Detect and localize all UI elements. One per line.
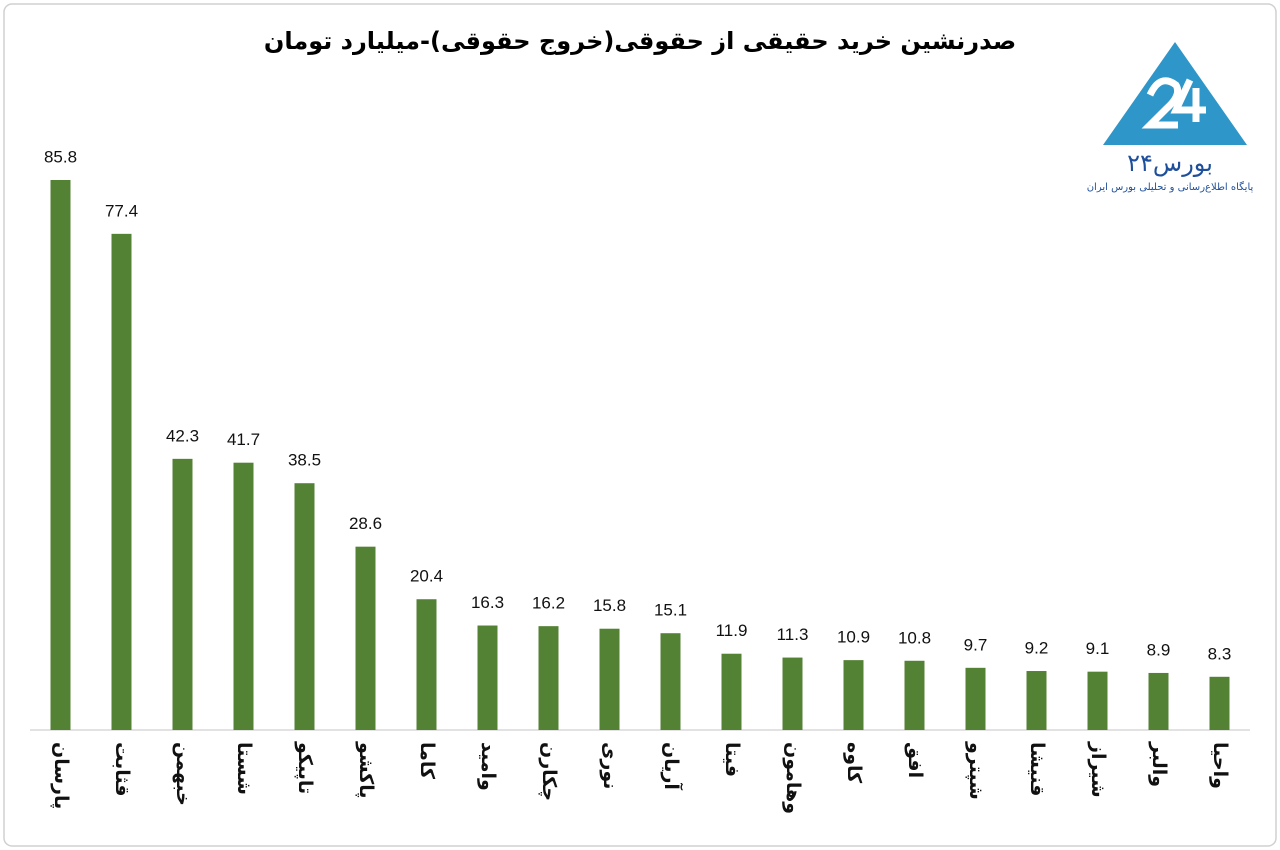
bar bbox=[904, 660, 925, 730]
bar bbox=[843, 660, 864, 730]
bar bbox=[1148, 672, 1169, 730]
value-label: 42.3 bbox=[166, 426, 199, 445]
value-label: 8.9 bbox=[1147, 640, 1171, 659]
x-tick-label: شستا bbox=[233, 742, 255, 795]
logo-name: بورس۲۴ bbox=[1127, 149, 1213, 177]
x-tick-label: نوری bbox=[599, 742, 621, 789]
x-tick-label: شیراز bbox=[1087, 741, 1109, 798]
value-label: 10.8 bbox=[898, 628, 931, 647]
value-label: 11.3 bbox=[777, 625, 809, 644]
value-label: 9.2 bbox=[1025, 639, 1049, 658]
value-label: 16.3 bbox=[471, 593, 504, 612]
bar bbox=[416, 599, 437, 730]
logo-tagline: پایگاه اطلاع‌رسانی و تحلیلی بورس ایران bbox=[1087, 181, 1254, 193]
x-tick-label: فیتا bbox=[721, 742, 743, 777]
bar bbox=[660, 633, 681, 730]
value-label: 10.9 bbox=[837, 628, 870, 647]
x-tick-label: پاکشو bbox=[355, 741, 377, 799]
x-tick-label: قثابت bbox=[111, 742, 133, 797]
bar bbox=[1026, 671, 1047, 730]
x-tick-label: پارسان bbox=[50, 742, 72, 809]
chart-frame bbox=[3, 3, 1277, 847]
x-tick-label: والبر bbox=[1148, 741, 1170, 787]
value-label: 38.5 bbox=[288, 451, 321, 470]
value-label: 77.4 bbox=[105, 201, 138, 220]
bar bbox=[111, 233, 132, 730]
bar bbox=[965, 667, 986, 730]
x-tick-label: شپترو bbox=[965, 741, 987, 800]
bar bbox=[721, 653, 742, 730]
x-tick-label: قنیشا bbox=[1026, 742, 1048, 796]
x-tick-label: کاوه bbox=[843, 742, 865, 784]
x-tick-label: آریان bbox=[660, 742, 684, 790]
x-tick-label: خبهمن bbox=[172, 742, 194, 806]
value-label: 28.6 bbox=[349, 514, 382, 533]
value-label: 15.8 bbox=[593, 596, 626, 615]
x-tick-label: کاما bbox=[416, 742, 438, 780]
bar bbox=[50, 180, 71, 730]
logo-mark bbox=[1141, 77, 1206, 129]
value-label: 85.8 bbox=[44, 147, 77, 166]
value-label: 9.1 bbox=[1086, 639, 1110, 658]
x-tick-label: چکارن bbox=[538, 742, 560, 801]
bar bbox=[172, 458, 193, 730]
x-tick-label: واحیا bbox=[1209, 742, 1231, 789]
x-tick-label: افق bbox=[904, 742, 926, 778]
chart-title: صدرنشین خرید حقیقی از حقوقی(خروج حقوقی)-… bbox=[264, 27, 1016, 55]
value-label: 41.7 bbox=[227, 430, 260, 449]
bar bbox=[1087, 671, 1108, 730]
value-label: 8.3 bbox=[1208, 644, 1232, 663]
value-label: 9.7 bbox=[964, 635, 988, 654]
bar bbox=[233, 462, 254, 730]
bar bbox=[1209, 676, 1230, 730]
value-label: 11.9 bbox=[716, 621, 748, 640]
bar bbox=[355, 546, 376, 730]
bar bbox=[477, 625, 498, 730]
value-label: 20.4 bbox=[410, 567, 443, 586]
bar bbox=[538, 626, 559, 730]
value-label: 16.2 bbox=[532, 594, 565, 613]
x-tick-label: وهامون bbox=[782, 742, 804, 814]
x-tick-label: تاپیکو bbox=[294, 741, 316, 794]
bar bbox=[294, 483, 315, 730]
bar bbox=[599, 628, 620, 730]
logo: بورس۲۴ پایگاه اطلاع‌رسانی و تحلیلی بورس … bbox=[1087, 42, 1254, 193]
value-label: 15.1 bbox=[654, 601, 687, 620]
x-tick-label: وامید bbox=[477, 742, 499, 791]
bar bbox=[782, 657, 803, 730]
